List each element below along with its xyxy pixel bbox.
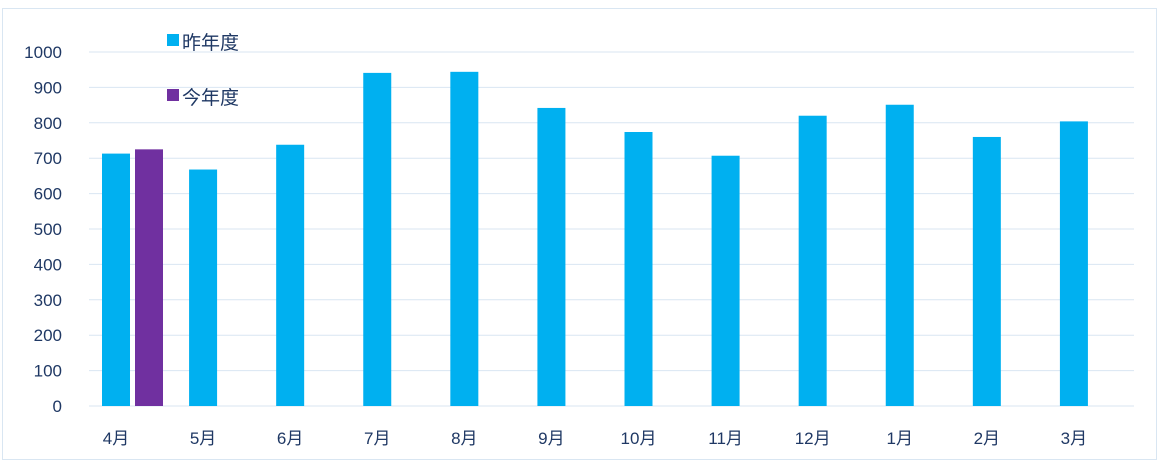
legend: 昨年度 今年度 [167, 32, 239, 109]
bar-last-year [711, 155, 740, 406]
y-tick-label: 400 [34, 255, 62, 274]
bar-last-year [624, 132, 653, 406]
legend-item-this-year: 今年度 [167, 87, 239, 109]
y-tick-label: 1000 [24, 43, 62, 62]
y-tick-label: 100 [34, 362, 62, 381]
y-tick-label: 300 [34, 291, 62, 310]
legend-swatch-this-year [167, 89, 179, 101]
y-tick-label: 500 [34, 220, 62, 239]
x-tick-label: 9月 [538, 429, 564, 448]
bar-last-year [363, 72, 392, 407]
y-tick-label: 600 [34, 185, 62, 204]
bar-last-year [798, 115, 827, 406]
y-tick-label: 700 [34, 149, 62, 168]
x-tick-label: 12月 [795, 429, 831, 448]
x-axis: 4月 5月 6月 7月 8月 9月 10月 11月 12月 1月 2月 3月 [103, 429, 1087, 448]
x-tick-label: 7月 [364, 429, 390, 448]
x-tick-label: 5月 [190, 429, 216, 448]
legend-swatch-last-year [167, 34, 179, 46]
legend-item-last-year: 昨年度 [167, 32, 239, 54]
legend-label-last-year: 昨年度 [182, 32, 239, 54]
x-tick-label: 8月 [451, 429, 477, 448]
x-tick-label: 4月 [103, 429, 129, 448]
y-tick-label: 800 [34, 114, 62, 133]
x-tick-label: 1月 [887, 429, 913, 448]
bar-last-year [1059, 121, 1088, 406]
bar-last-year [537, 107, 566, 406]
y-tick-label: 900 [34, 78, 62, 97]
legend-label-this-year: 今年度 [182, 87, 239, 109]
bar-last-year [189, 169, 218, 406]
y-axis: 0 100 200 300 400 500 600 700 800 900 1000 [24, 43, 62, 416]
bar-last-year [885, 104, 914, 406]
x-tick-label: 10月 [621, 429, 657, 448]
bar-last-year [102, 153, 130, 406]
bar-last-year [450, 71, 479, 406]
bar-this-year [135, 149, 163, 406]
x-tick-label: 6月 [277, 429, 303, 448]
x-tick-label: 3月 [1061, 429, 1087, 448]
bar-last-year [972, 136, 1001, 406]
x-tick-label: 2月 [974, 429, 1000, 448]
gridlines [89, 51, 1134, 407]
y-tick-label: 0 [53, 397, 62, 416]
chart-frame [2, 8, 1157, 460]
x-tick-label: 11月 [708, 429, 743, 448]
y-tick-label: 200 [34, 326, 62, 345]
bars [102, 71, 1088, 407]
bar-last-year [276, 144, 305, 407]
